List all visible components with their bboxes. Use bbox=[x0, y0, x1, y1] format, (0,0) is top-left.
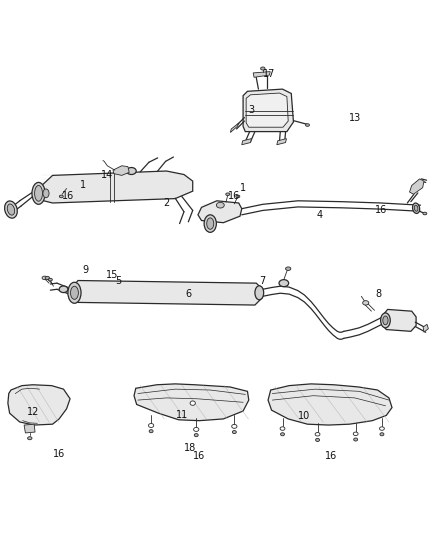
Ellipse shape bbox=[71, 286, 78, 300]
Text: 16: 16 bbox=[325, 451, 337, 461]
Ellipse shape bbox=[43, 189, 49, 198]
Polygon shape bbox=[410, 179, 424, 194]
Text: 16: 16 bbox=[53, 449, 65, 459]
Ellipse shape bbox=[7, 204, 14, 215]
Polygon shape bbox=[277, 139, 286, 145]
Text: 16: 16 bbox=[375, 205, 387, 215]
Ellipse shape bbox=[353, 432, 358, 435]
Ellipse shape bbox=[279, 280, 289, 287]
Ellipse shape bbox=[226, 193, 230, 196]
Ellipse shape bbox=[207, 218, 214, 229]
Ellipse shape bbox=[379, 427, 384, 430]
Text: 12: 12 bbox=[27, 407, 39, 417]
Ellipse shape bbox=[383, 316, 388, 325]
Polygon shape bbox=[134, 384, 249, 421]
Ellipse shape bbox=[194, 427, 199, 431]
Ellipse shape bbox=[363, 301, 369, 305]
Polygon shape bbox=[246, 93, 288, 127]
Ellipse shape bbox=[232, 431, 237, 434]
Text: 3: 3 bbox=[249, 104, 255, 115]
Text: 13: 13 bbox=[349, 112, 361, 123]
Polygon shape bbox=[243, 89, 293, 132]
Polygon shape bbox=[113, 166, 129, 175]
Ellipse shape bbox=[42, 276, 47, 280]
Polygon shape bbox=[198, 201, 242, 223]
Polygon shape bbox=[268, 384, 392, 425]
Ellipse shape bbox=[60, 195, 63, 198]
Text: 14: 14 bbox=[101, 169, 113, 180]
Ellipse shape bbox=[45, 276, 49, 279]
Ellipse shape bbox=[35, 185, 42, 201]
Ellipse shape bbox=[315, 432, 320, 436]
Text: 1: 1 bbox=[240, 183, 246, 192]
Ellipse shape bbox=[32, 182, 45, 204]
Polygon shape bbox=[423, 324, 428, 332]
Polygon shape bbox=[35, 171, 193, 203]
Ellipse shape bbox=[236, 195, 240, 198]
Text: 7: 7 bbox=[260, 276, 266, 286]
Ellipse shape bbox=[280, 427, 285, 430]
Ellipse shape bbox=[381, 313, 390, 328]
Text: 9: 9 bbox=[82, 265, 88, 275]
Ellipse shape bbox=[354, 438, 357, 441]
Ellipse shape bbox=[423, 212, 427, 215]
Ellipse shape bbox=[232, 424, 237, 429]
Ellipse shape bbox=[255, 286, 264, 300]
Polygon shape bbox=[230, 123, 239, 133]
Ellipse shape bbox=[315, 439, 320, 441]
Polygon shape bbox=[242, 139, 251, 145]
Ellipse shape bbox=[204, 215, 216, 232]
Text: 16: 16 bbox=[193, 451, 205, 461]
Text: 17: 17 bbox=[263, 69, 276, 79]
Ellipse shape bbox=[286, 267, 291, 270]
Text: 10: 10 bbox=[298, 411, 311, 421]
Ellipse shape bbox=[194, 434, 198, 437]
Text: 16: 16 bbox=[228, 191, 240, 201]
Ellipse shape bbox=[59, 286, 68, 293]
Ellipse shape bbox=[148, 424, 154, 427]
Ellipse shape bbox=[413, 203, 420, 213]
Ellipse shape bbox=[414, 205, 418, 211]
Ellipse shape bbox=[28, 437, 32, 440]
Ellipse shape bbox=[280, 433, 285, 436]
Ellipse shape bbox=[261, 67, 265, 70]
Text: 11: 11 bbox=[176, 410, 188, 421]
Text: 18: 18 bbox=[184, 443, 197, 453]
Polygon shape bbox=[253, 71, 270, 77]
Polygon shape bbox=[8, 385, 70, 425]
Polygon shape bbox=[71, 280, 263, 305]
Text: 15: 15 bbox=[106, 270, 118, 280]
Text: 4: 4 bbox=[317, 210, 323, 220]
Text: 1: 1 bbox=[80, 181, 86, 190]
Text: 16: 16 bbox=[62, 191, 74, 201]
Ellipse shape bbox=[190, 401, 195, 405]
Text: 6: 6 bbox=[185, 289, 191, 298]
Text: 2: 2 bbox=[163, 198, 170, 208]
Ellipse shape bbox=[49, 278, 53, 281]
Ellipse shape bbox=[5, 201, 17, 218]
Ellipse shape bbox=[216, 203, 224, 208]
Ellipse shape bbox=[149, 430, 153, 433]
Polygon shape bbox=[24, 424, 35, 433]
Ellipse shape bbox=[68, 282, 81, 303]
Ellipse shape bbox=[380, 433, 384, 436]
Text: 5: 5 bbox=[115, 276, 121, 286]
Text: 8: 8 bbox=[376, 289, 382, 298]
Ellipse shape bbox=[305, 124, 309, 126]
Ellipse shape bbox=[127, 167, 136, 174]
Polygon shape bbox=[382, 310, 416, 332]
